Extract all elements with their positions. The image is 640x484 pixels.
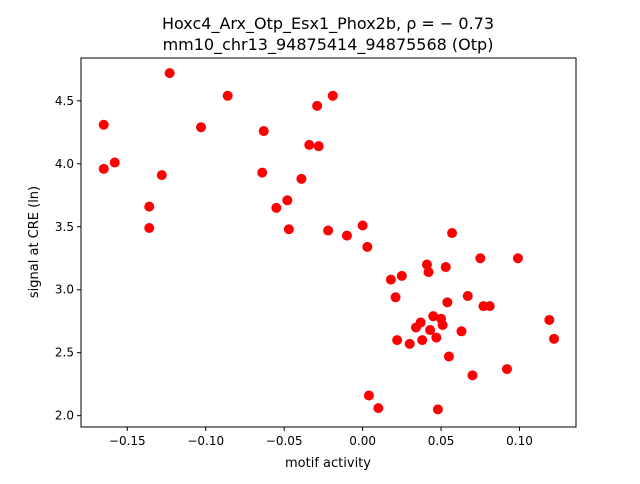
data-point — [475, 253, 486, 264]
data-point — [363, 390, 374, 401]
x-tick-label: −0.05 — [266, 434, 303, 448]
data-point — [437, 319, 448, 330]
data-point — [271, 202, 282, 213]
data-point — [544, 314, 555, 325]
data-point — [462, 291, 473, 302]
data-point — [323, 225, 334, 236]
y-tick-label: 4.5 — [55, 94, 74, 108]
data-point — [390, 292, 401, 303]
data-point — [442, 297, 453, 308]
data-point — [258, 126, 269, 137]
data-point — [156, 170, 167, 181]
data-point — [425, 325, 436, 336]
y-axis: 2.0 2.5 3.0 3.5 4.0 4.5 — [55, 94, 81, 423]
data-point — [385, 274, 396, 285]
data-point — [501, 364, 512, 375]
data-point — [417, 335, 428, 346]
data-point — [467, 370, 478, 381]
y-tick-label: 2.0 — [55, 409, 74, 423]
data-point — [164, 68, 175, 79]
y-tick-label: 2.5 — [55, 346, 74, 360]
data-point — [196, 122, 207, 133]
plot-frame — [80, 57, 577, 428]
data-point — [440, 262, 451, 273]
data-point — [313, 141, 324, 152]
data-point — [432, 404, 443, 415]
data-point — [312, 100, 323, 111]
data-point — [428, 311, 439, 322]
x-tick-label: 0.05 — [428, 434, 455, 448]
data-point — [98, 119, 109, 130]
data-point — [144, 223, 155, 234]
data-point — [98, 163, 109, 174]
data-point — [257, 167, 268, 178]
data-point — [456, 326, 467, 337]
x-tick-label: −0.10 — [187, 434, 224, 448]
x-axis: −0.15 −0.10 −0.05 0.00 0.05 0.10 — [109, 427, 533, 448]
data-point — [109, 157, 120, 168]
data-points — [98, 68, 560, 415]
data-point — [392, 335, 403, 346]
data-point — [357, 220, 368, 231]
chart-title-line2: mm10_chr13_94875414_94875568 (Otp) — [163, 35, 494, 55]
data-point — [362, 241, 373, 252]
x-axis-label: motif activity — [285, 456, 371, 471]
y-axis-label: signal at CRE (ln) — [27, 186, 42, 298]
x-tick-label: 0.00 — [349, 434, 376, 448]
x-tick-label: −0.15 — [109, 434, 146, 448]
y-tick-label: 4.0 — [55, 157, 74, 171]
data-point — [144, 201, 155, 212]
data-point — [341, 230, 352, 241]
data-point — [447, 228, 458, 239]
data-point — [327, 90, 338, 101]
data-point — [415, 317, 426, 328]
data-point — [296, 173, 307, 184]
y-tick-label: 3.0 — [55, 283, 74, 297]
data-point — [549, 333, 560, 344]
data-point — [373, 403, 384, 414]
chart-title-line1: Hoxc4_Arx_Otp_Esx1_Phox2b, ρ = − 0.73 — [162, 14, 494, 34]
data-point — [396, 270, 407, 281]
data-point — [484, 301, 495, 312]
data-point — [282, 195, 293, 206]
data-point — [222, 90, 233, 101]
data-point — [421, 259, 432, 270]
data-point — [512, 253, 523, 264]
data-point — [404, 338, 415, 349]
data-point — [283, 224, 294, 235]
data-point — [443, 351, 454, 362]
data-point — [423, 267, 434, 278]
y-tick-label: 3.5 — [55, 220, 74, 234]
data-point — [431, 332, 442, 343]
x-tick-label: 0.10 — [506, 434, 533, 448]
data-point — [304, 139, 315, 150]
